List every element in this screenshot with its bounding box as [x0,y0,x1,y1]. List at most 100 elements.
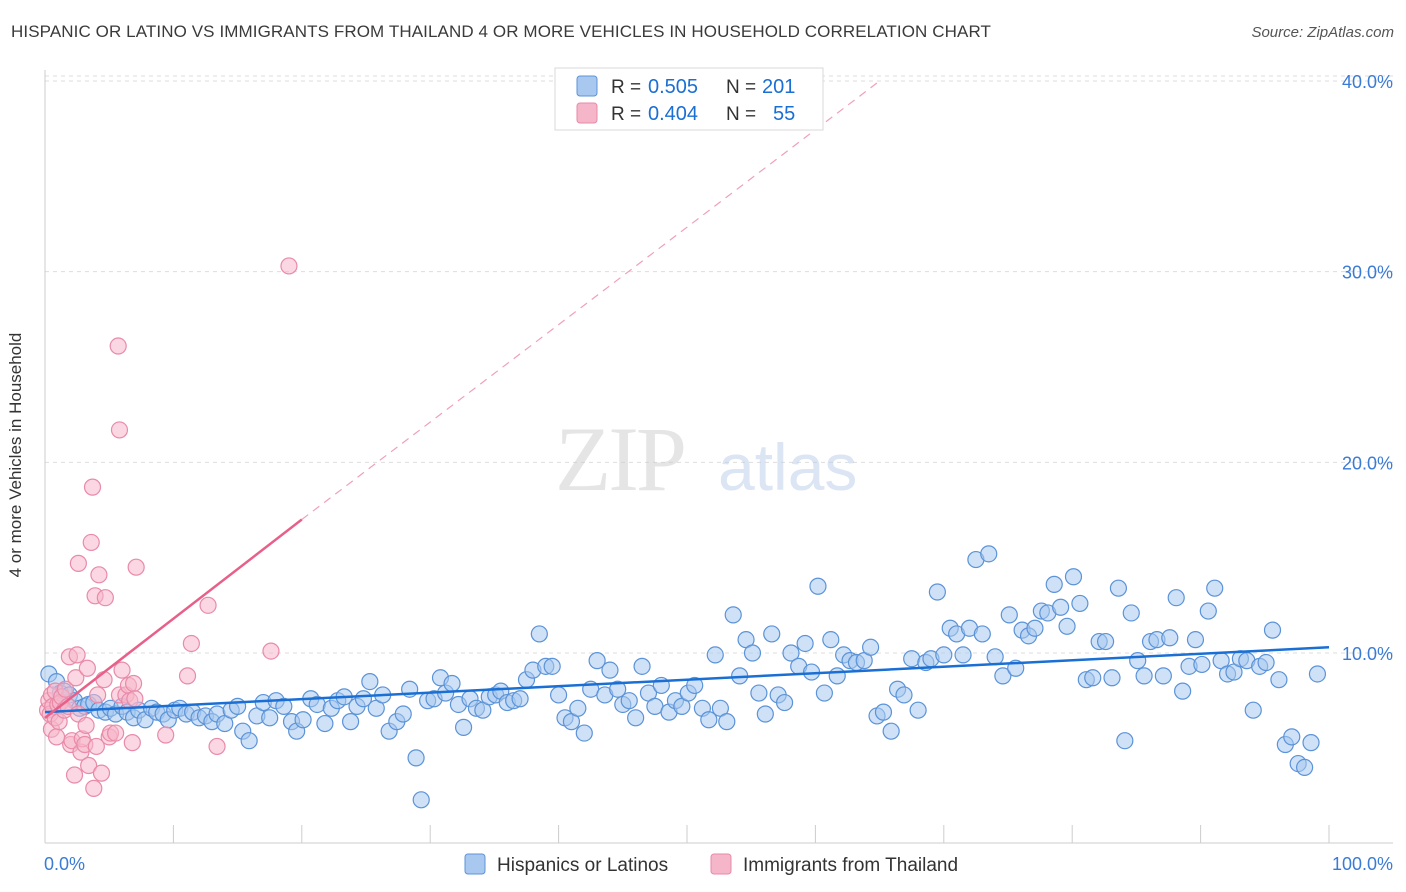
thailand-point [92,764,111,782]
hispanic-point [530,625,548,643]
hispanic-point [588,652,606,670]
hispanic-point [240,732,258,750]
hispanic-point [718,713,736,731]
hispanic-point [294,711,312,729]
thailand-point [157,726,175,744]
hispanic-point [763,625,781,643]
y-tick-label-20: 20.0% [1342,453,1393,473]
thailand-point [69,554,87,572]
thailand-point [109,337,127,355]
thailand-point [78,659,96,677]
hispanic-point [1167,589,1185,607]
thailand-point [182,634,200,653]
hispanic-point [796,634,814,653]
stats-swatch-pink [576,102,598,124]
hispanic-point [412,791,430,809]
hispanic-point [1308,665,1327,683]
trend-lines [44,518,1330,719]
thailand-point [178,667,197,685]
hispanic-point [822,631,840,649]
watermark: ZIP atlas [555,408,857,510]
hispanic-point [575,724,593,742]
source-label: Source: ZipAtlas.com [1251,24,1394,41]
hispanic-point [828,667,846,685]
hispanic-point [686,676,704,695]
hispanic-point [620,692,638,710]
thailand-point [80,756,98,775]
thailand-point [47,728,66,746]
hispanic-point [361,672,379,691]
thailand-point [208,737,226,756]
thailand-point [124,674,143,693]
hispanic-point [1270,671,1288,689]
stats-n-label-blue: N = [726,77,756,98]
hispanic-point [454,718,473,736]
hispanic-point [1135,667,1153,685]
hispanic-point [1052,598,1070,616]
hispanic-point [756,705,774,723]
hispanic-point [316,714,334,733]
stats-n-value-blue: 201 [762,76,795,98]
hispanic-point [1122,604,1140,622]
thailand-point [65,766,84,784]
hispanic-point [1161,629,1179,647]
hispanic-point [1084,669,1102,687]
hispanic-point [954,646,972,664]
hispanic-point [986,648,1004,666]
stats-swatch-blue [576,75,598,97]
hispanic-point [1045,575,1063,593]
hispanic-point [1263,621,1282,639]
stats-legend-box [554,67,824,131]
hispanic-point [750,684,768,702]
hispanic-point [1116,732,1134,750]
thailand-point [87,737,105,756]
watermark-atlas: atlas [718,430,857,504]
hispanic-point [1296,758,1314,777]
thailand-point [107,724,125,742]
hispanic-point [700,711,718,729]
thailand-point [68,646,86,664]
hispanic-point [1109,579,1128,597]
hispanic-point [1244,701,1262,719]
hispanic-point [815,684,833,702]
hispanic-point [1174,682,1192,700]
hispanic-point [935,646,953,664]
stats-n-value-pink: 55 [773,103,795,125]
y-tick-label-10: 10.0% [1342,644,1393,664]
hispanic-point [1206,579,1224,597]
thailand-point [56,680,75,698]
thailand-point [262,642,280,660]
thailand-point [95,671,113,689]
hispanic-point [1096,632,1115,651]
legend-label-hispanic: Hispanics or Latinos [497,855,668,876]
stats-legend: R = 0.505 N = 201 R = 0.404 N = 55 [554,67,824,131]
hispanic-point [928,583,946,601]
watermark-zip: ZIP [555,408,684,510]
thailand-point [83,478,102,496]
thailand-point [90,566,108,584]
stats-r-label-blue: R = [611,77,641,98]
hispanic-point [609,680,627,698]
thailand-point [280,257,298,275]
legend-swatch-hispanic [464,853,486,875]
x-tick-label-0: 0.0% [44,854,85,874]
hispanic-point [407,749,425,767]
hispanic-point [903,650,921,668]
thailand-point [126,690,144,708]
stats-n-label-pink: N = [726,104,756,125]
hispanic-point [994,667,1012,685]
hispanic-point [275,697,293,715]
hispanic-point [909,701,927,719]
hispanic-point [1000,606,1018,624]
thailand-trend-extension [301,80,880,521]
hispanic-point [724,606,742,624]
hispanic-point [1186,631,1205,649]
hispanic-point [809,577,827,595]
pink-trend-extension [301,80,880,521]
thailand-point [67,669,85,687]
thailand-point [127,558,145,576]
hispanic-point [1193,655,1211,674]
hispanic-point [1283,728,1301,746]
hispanic-point [743,644,762,662]
stats-r-value-pink: 0.404 [648,103,698,125]
